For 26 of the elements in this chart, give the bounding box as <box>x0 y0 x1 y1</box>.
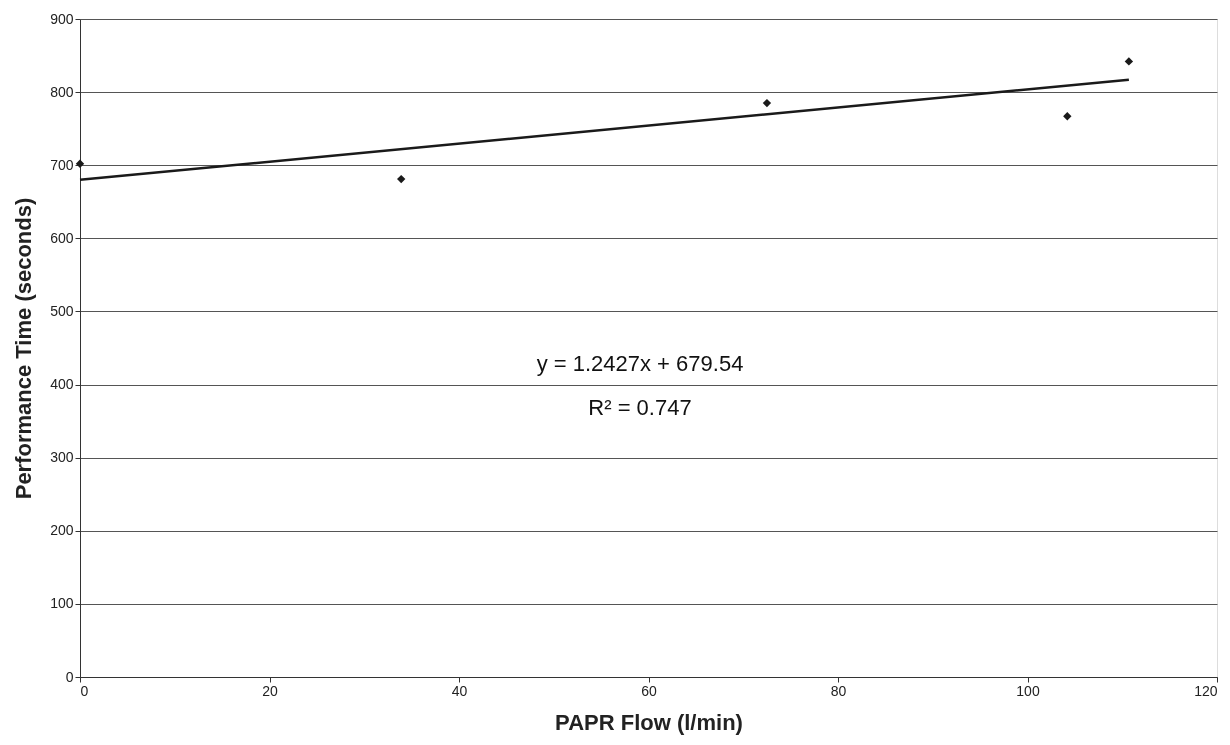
y-tick-label: 400 <box>50 376 74 393</box>
point <box>75 159 85 168</box>
y-tick-label: 100 <box>50 595 74 612</box>
x-tick-label: 20 <box>262 682 278 699</box>
annotation: R² = 0.747 <box>588 395 692 420</box>
y-tick-label: 600 <box>50 229 74 246</box>
annotation: y = 1.2427x + 679.54 <box>536 351 744 376</box>
x-tick-label: 40 <box>451 682 468 699</box>
x-tick-label: 120 <box>1194 682 1218 699</box>
y-tick-label: 200 <box>50 522 74 539</box>
y-axis-title: Performance Time (seconds) <box>11 197 37 500</box>
y-tick-label: 900 <box>50 10 74 27</box>
y-tick-label: 500 <box>50 302 74 319</box>
y-tick-label: 0 <box>65 668 74 685</box>
x-axis-title: PAPR Flow (l/min) <box>555 709 743 735</box>
x-tick-label: 60 <box>641 682 657 699</box>
point <box>762 98 772 108</box>
x-tick-label: 100 <box>1016 682 1040 699</box>
y-tick-label: 300 <box>50 449 74 466</box>
point <box>1063 112 1072 121</box>
x-tick-label: 0 <box>80 682 89 699</box>
y-tick-label: 800 <box>50 83 74 100</box>
point <box>397 174 406 184</box>
x-tick-label: 80 <box>830 682 847 699</box>
y-tick-label: 700 <box>50 156 74 173</box>
point <box>1124 57 1134 66</box>
